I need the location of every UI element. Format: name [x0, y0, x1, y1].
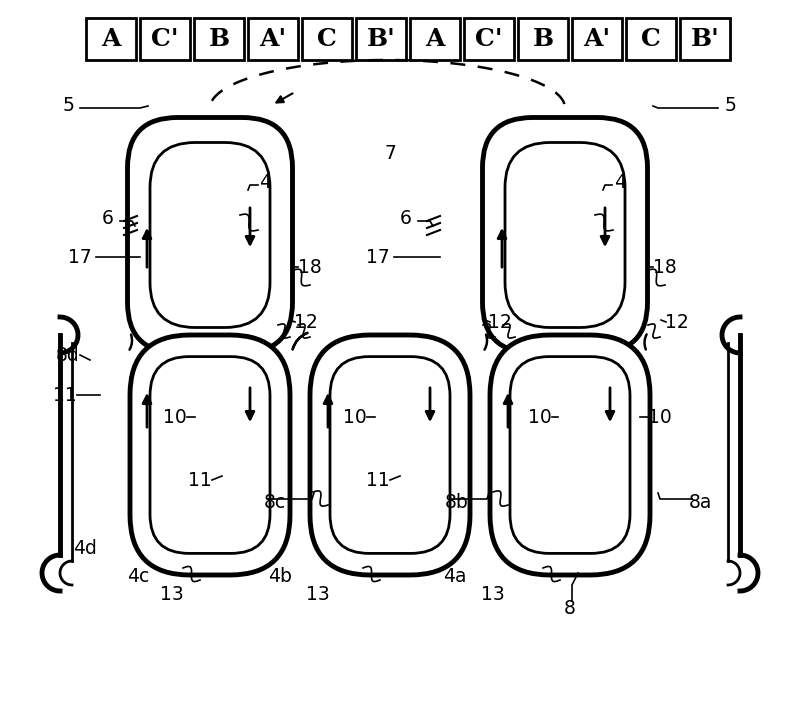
Text: 8a: 8a — [688, 492, 712, 512]
FancyBboxPatch shape — [127, 117, 293, 352]
FancyBboxPatch shape — [510, 357, 630, 553]
Text: C': C' — [475, 27, 502, 51]
Text: 5: 5 — [724, 96, 736, 115]
Bar — [248, 18, 298, 60]
Text: 10: 10 — [528, 407, 552, 426]
Text: 11: 11 — [188, 471, 212, 489]
Text: 7: 7 — [384, 144, 396, 162]
FancyBboxPatch shape — [150, 357, 270, 553]
Text: 4a: 4a — [443, 568, 466, 587]
Text: C: C — [641, 27, 661, 51]
Bar — [464, 18, 514, 60]
Text: 17: 17 — [366, 247, 390, 267]
FancyBboxPatch shape — [490, 335, 650, 575]
Text: 13: 13 — [306, 584, 330, 603]
Text: 12: 12 — [488, 312, 512, 331]
FancyBboxPatch shape — [330, 357, 450, 553]
Text: 11: 11 — [53, 386, 77, 405]
Text: 4c: 4c — [127, 568, 149, 587]
Text: 10: 10 — [163, 407, 187, 426]
Text: B: B — [533, 27, 554, 51]
Text: 8d: 8d — [56, 346, 80, 365]
Text: 18: 18 — [653, 257, 677, 276]
Text: 8: 8 — [564, 599, 576, 618]
Text: B': B' — [690, 27, 719, 51]
Text: 4: 4 — [614, 173, 626, 191]
Text: 8b: 8b — [445, 492, 469, 512]
FancyBboxPatch shape — [310, 335, 470, 575]
FancyBboxPatch shape — [130, 335, 290, 575]
Text: C: C — [317, 27, 337, 51]
Text: 4b: 4b — [268, 568, 292, 587]
FancyBboxPatch shape — [505, 143, 625, 328]
Text: A': A' — [259, 27, 286, 51]
FancyBboxPatch shape — [482, 117, 647, 352]
Text: 12: 12 — [665, 312, 689, 331]
Bar — [140, 18, 190, 60]
Bar — [410, 18, 460, 60]
Text: 4d: 4d — [73, 539, 97, 558]
Text: A': A' — [583, 27, 610, 51]
Bar — [302, 18, 352, 60]
Text: 4: 4 — [259, 173, 271, 191]
Text: A: A — [426, 27, 445, 51]
Bar — [518, 18, 568, 60]
Text: 6: 6 — [102, 209, 114, 228]
Text: 6: 6 — [400, 209, 412, 228]
Text: B: B — [209, 27, 230, 51]
Text: 17: 17 — [68, 247, 92, 267]
Bar — [194, 18, 244, 60]
Bar — [626, 18, 676, 60]
Text: 11: 11 — [366, 471, 390, 489]
Bar — [572, 18, 622, 60]
FancyBboxPatch shape — [150, 143, 270, 328]
Bar — [680, 18, 730, 60]
Bar — [86, 18, 136, 60]
Text: A: A — [102, 27, 121, 51]
Text: 12: 12 — [294, 312, 318, 331]
Text: 13: 13 — [481, 584, 505, 603]
Text: 8c: 8c — [264, 492, 286, 512]
Bar — [356, 18, 406, 60]
Text: 10: 10 — [648, 407, 672, 426]
Text: 10: 10 — [343, 407, 367, 426]
Text: 18: 18 — [298, 257, 322, 276]
Text: 13: 13 — [160, 584, 184, 603]
Text: C': C' — [151, 27, 178, 51]
Text: B': B' — [366, 27, 395, 51]
Text: 5: 5 — [62, 96, 74, 115]
